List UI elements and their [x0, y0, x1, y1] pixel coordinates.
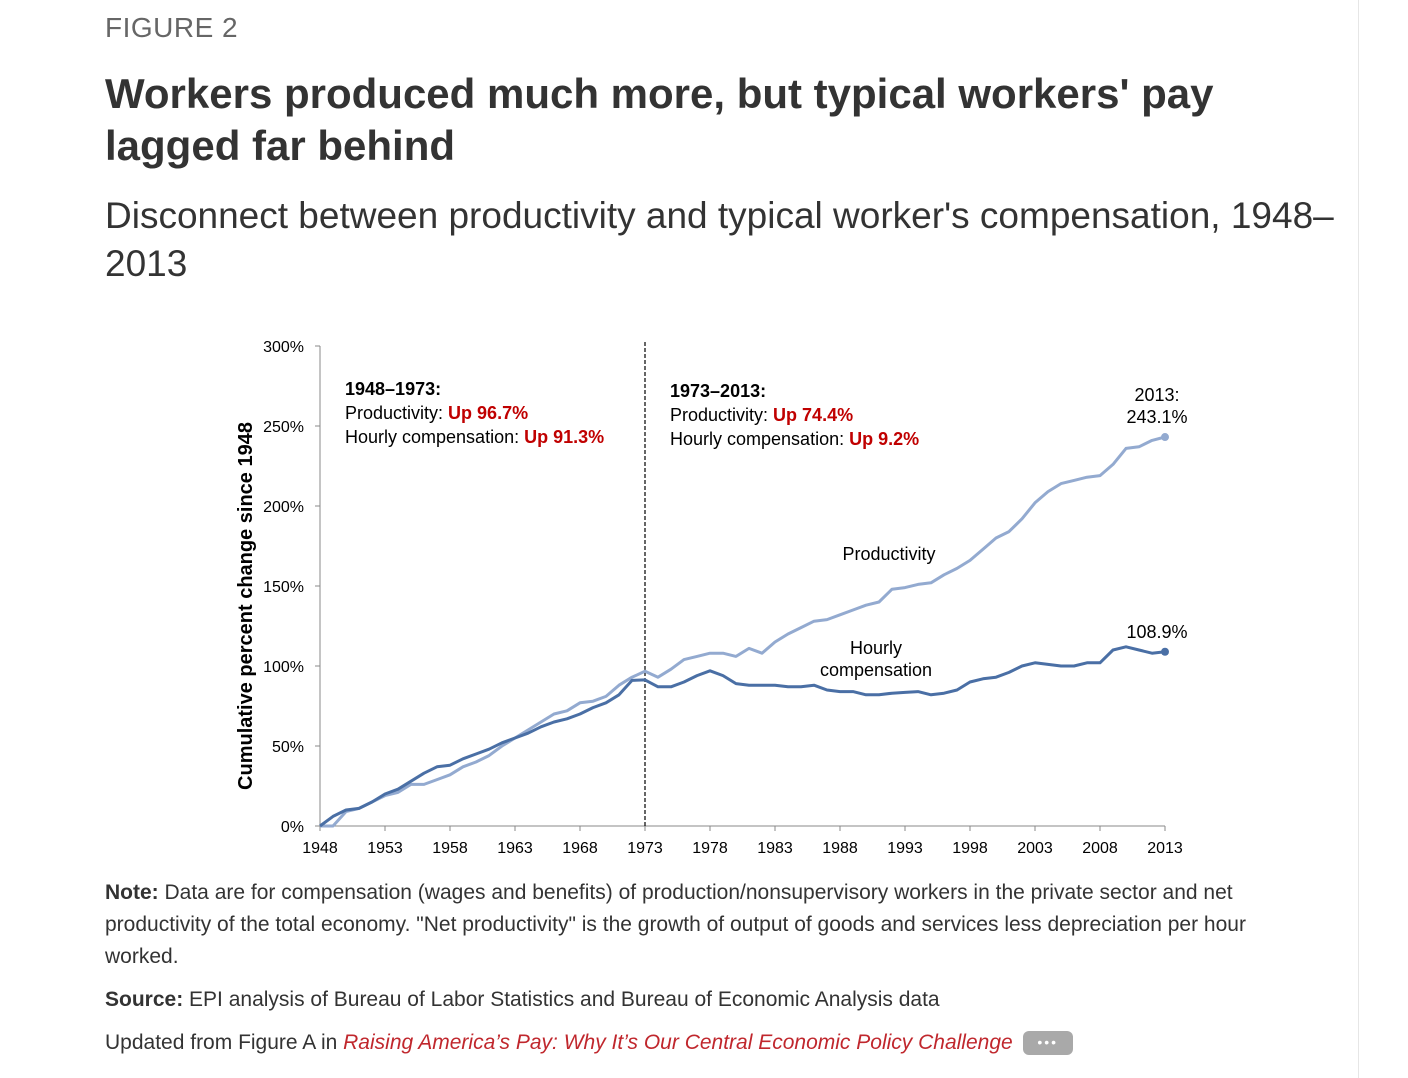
annotation-label: Hourly compensation: — [345, 427, 524, 447]
x-tick-label: 2003 — [1017, 840, 1053, 857]
y-tick-label: 300% — [263, 339, 304, 356]
x-tick-label: 1968 — [562, 840, 598, 857]
source-label: Source: — [105, 988, 184, 1011]
period-annotation-heading: 1973–2013: — [670, 381, 766, 401]
y-tick-label: 50% — [272, 739, 304, 756]
compensation-series-label: compensation — [820, 660, 932, 680]
x-tick-label: 1948 — [302, 840, 338, 857]
x-tick-label: 1978 — [692, 840, 728, 857]
annotation-value: Up 74.4% — [773, 405, 853, 425]
line-chart: 0% 50% 100% 150% 200% 250% 300% 1948 1953 1958 196… — [235, 339, 1188, 857]
annotation-value: Up 9.2% — [849, 429, 919, 449]
updated-prefix: Updated from Figure A in — [105, 1031, 344, 1054]
figure-title: Workers produced much more, but typical … — [105, 70, 1214, 169]
productivity-line — [320, 435, 1166, 828]
x-tick-label: 2008 — [1082, 840, 1118, 857]
period-annotation-row: Hourly compensation: Up 91.3% — [345, 427, 604, 447]
source: Source: EPI analysis of Bureau of Labor … — [105, 984, 940, 1016]
y-axis-title: Cumulative percent change since 1948 — [235, 422, 257, 790]
period-annotation-row: Productivity: Up 96.7% — [345, 403, 528, 423]
x-tick-label: 1953 — [367, 840, 403, 857]
x-tick-label: 1993 — [887, 840, 923, 857]
x-tick-label: 1983 — [757, 840, 793, 857]
page-divider — [1358, 0, 1359, 1078]
annotation-label: Hourly compensation: — [670, 429, 849, 449]
period-annotation-row: Hourly compensation: Up 9.2% — [670, 429, 919, 449]
annotation-value: Up 96.7% — [448, 403, 528, 423]
x-tick-label: 1958 — [432, 840, 468, 857]
updated-line: Updated from Figure A in Raising America… — [105, 1027, 1073, 1059]
y-tick-label: 100% — [263, 659, 304, 676]
note-text: Data are for compensation (wages and ben… — [105, 881, 1246, 968]
period-annotation-row: Productivity: Up 74.4% — [670, 405, 853, 425]
compensation-series-label: Hourly — [850, 638, 902, 658]
y-tick-label: 250% — [263, 419, 304, 436]
x-tick-label: 2013 — [1147, 840, 1183, 857]
note: Note: Data are for compensation (wages a… — [105, 877, 1325, 973]
productivity-end-label: 2013: — [1134, 385, 1179, 405]
annotation-label: Productivity: — [670, 405, 773, 425]
compensation-line — [319, 645, 1166, 828]
x-tick-label: 1973 — [627, 840, 663, 857]
x-tick-label: 1998 — [952, 840, 988, 857]
compensation-end-point — [1161, 647, 1169, 656]
y-tick-label: 150% — [263, 579, 304, 596]
figure-subtitle: Disconnect between productivity and typi… — [105, 195, 1334, 284]
period-annotation-heading: 1948–1973: — [345, 379, 441, 399]
productivity-series-label: Productivity — [842, 544, 935, 564]
productivity-end-label: 243.1% — [1126, 407, 1187, 427]
annotation-label: Productivity: — [345, 403, 448, 423]
note-label: Note: — [105, 881, 159, 904]
x-tick-label: 1963 — [497, 840, 533, 857]
y-tick-label: 200% — [263, 499, 304, 516]
y-tick-label: 0% — [281, 819, 304, 836]
figure-label: FIGURE 2 — [105, 12, 239, 43]
source-text: EPI analysis of Bureau of Labor Statisti… — [183, 988, 940, 1011]
annotation-value: Up 91.3% — [524, 427, 604, 447]
report-link[interactable]: Raising America’s Pay: Why It’s Our Cent… — [343, 1031, 1013, 1054]
compensation-end-label: 108.9% — [1126, 622, 1187, 642]
productivity-end-point — [1161, 433, 1169, 442]
x-tick-label: 1988 — [822, 840, 858, 857]
more-dots-icon[interactable]: ••• — [1022, 1031, 1073, 1056]
